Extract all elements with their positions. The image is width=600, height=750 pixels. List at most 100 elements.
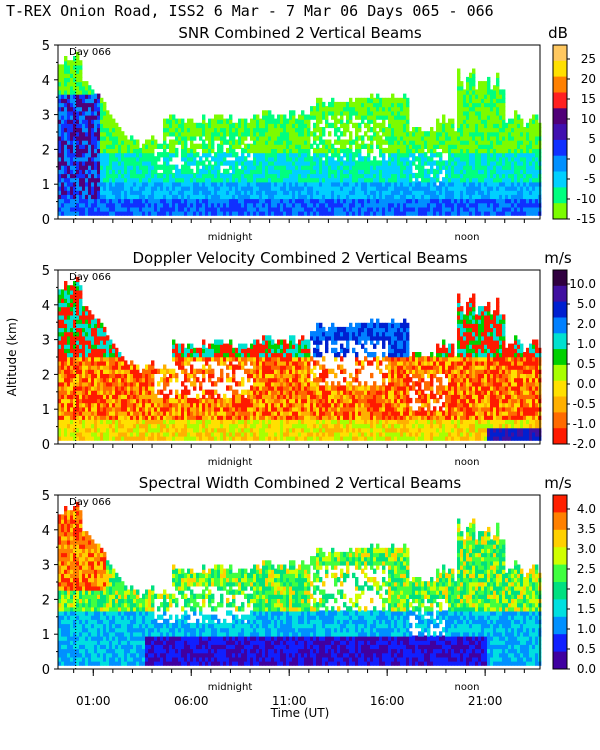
heat-cell bbox=[310, 210, 314, 216]
heat-cell bbox=[70, 81, 74, 87]
heat-cell bbox=[376, 164, 380, 170]
heat-cell bbox=[355, 189, 359, 195]
heat-cell bbox=[67, 385, 71, 391]
heat-cell bbox=[148, 152, 152, 158]
heat-cell bbox=[205, 168, 209, 175]
heat-cell bbox=[76, 427, 80, 433]
heat-cell bbox=[325, 139, 329, 145]
heat-cell bbox=[88, 364, 92, 370]
heat-cell bbox=[271, 210, 275, 216]
heat-cell bbox=[394, 164, 398, 170]
heat-cell bbox=[337, 110, 341, 116]
heat-cell bbox=[145, 177, 149, 183]
heat-cell bbox=[88, 106, 92, 112]
heat-cell bbox=[244, 172, 248, 179]
heat-cell bbox=[253, 172, 257, 179]
heat-cell bbox=[172, 177, 176, 183]
heat-cell bbox=[91, 385, 95, 391]
heat-cell bbox=[178, 423, 182, 429]
heat-cell bbox=[88, 322, 92, 329]
heat-cell bbox=[106, 397, 110, 404]
heat-cell bbox=[289, 177, 293, 183]
heat-cell bbox=[442, 143, 446, 149]
heat-cell bbox=[127, 410, 131, 416]
heat-cell bbox=[481, 147, 485, 154]
heat-cell bbox=[202, 147, 206, 154]
heat-cell bbox=[121, 147, 125, 154]
heat-cell bbox=[79, 68, 83, 74]
heat-cell bbox=[136, 168, 140, 175]
heat-cell bbox=[61, 198, 65, 204]
heat-cell bbox=[460, 143, 464, 149]
heat-cell bbox=[61, 393, 65, 400]
heat-cell bbox=[97, 147, 101, 154]
heat-cell bbox=[304, 172, 308, 179]
heat-cell bbox=[160, 431, 164, 437]
heat-cell bbox=[115, 414, 119, 420]
heat-cell bbox=[151, 402, 155, 408]
heat-cell bbox=[418, 185, 422, 191]
heat-cell bbox=[94, 122, 98, 129]
heat-cell bbox=[67, 110, 71, 116]
heat-cell bbox=[229, 198, 233, 204]
heat-cell bbox=[232, 185, 236, 191]
heat-cell bbox=[88, 143, 92, 149]
heat-cell bbox=[442, 198, 446, 204]
heat-cell bbox=[100, 122, 104, 129]
heat-cell bbox=[325, 160, 329, 166]
heat-cell bbox=[58, 293, 62, 299]
heat-cell bbox=[163, 423, 167, 429]
heat-cell bbox=[493, 168, 497, 175]
heat-cell bbox=[484, 147, 488, 154]
heat-cell bbox=[127, 168, 131, 175]
heat-cell bbox=[100, 131, 104, 137]
heat-cell bbox=[58, 331, 62, 337]
heat-cell bbox=[202, 189, 206, 195]
heat-cell bbox=[214, 160, 218, 166]
heat-cell bbox=[196, 172, 200, 179]
heat-cell bbox=[82, 185, 86, 191]
heat-cell bbox=[61, 210, 65, 216]
heat-cell bbox=[124, 389, 128, 395]
heat-cell bbox=[187, 202, 191, 208]
heat-cell bbox=[418, 193, 422, 200]
heat-cell bbox=[421, 131, 425, 137]
heat-cell bbox=[169, 402, 173, 408]
heat-cell bbox=[436, 160, 440, 166]
heat-cell bbox=[67, 143, 71, 149]
heat-cell bbox=[64, 202, 68, 208]
heat-cell bbox=[286, 147, 290, 154]
heat-cell bbox=[85, 193, 89, 200]
heat-cell bbox=[124, 177, 128, 183]
heat-cell bbox=[280, 156, 284, 162]
heat-cell bbox=[100, 118, 104, 124]
heat-cell bbox=[466, 172, 470, 179]
heat-cell bbox=[286, 181, 290, 187]
heat-cell bbox=[295, 210, 299, 216]
heat-cell bbox=[97, 118, 101, 124]
heat-cell bbox=[511, 127, 515, 133]
heat-cell bbox=[337, 160, 341, 166]
heat-cell bbox=[394, 127, 398, 133]
heat-cell bbox=[166, 193, 170, 200]
heat-cell bbox=[460, 147, 464, 154]
heat-cell bbox=[424, 185, 428, 191]
heat-cell bbox=[127, 435, 131, 441]
heat-cell bbox=[457, 177, 461, 183]
heat-cell bbox=[499, 168, 503, 175]
heat-cell bbox=[265, 193, 269, 200]
heat-cell bbox=[259, 118, 263, 124]
heat-cell bbox=[337, 139, 341, 145]
heat-cell bbox=[244, 206, 248, 212]
heat-cell bbox=[97, 93, 101, 99]
heat-cell bbox=[76, 106, 80, 112]
heat-cell bbox=[61, 293, 65, 299]
heat-cell bbox=[145, 206, 149, 212]
heat-cell bbox=[274, 198, 278, 204]
heat-cell bbox=[88, 347, 92, 354]
heat-cell bbox=[391, 101, 395, 108]
heat-cell bbox=[241, 135, 245, 141]
heat-cell bbox=[70, 427, 74, 433]
heat-cell bbox=[244, 185, 248, 191]
heat-cell bbox=[202, 210, 206, 216]
